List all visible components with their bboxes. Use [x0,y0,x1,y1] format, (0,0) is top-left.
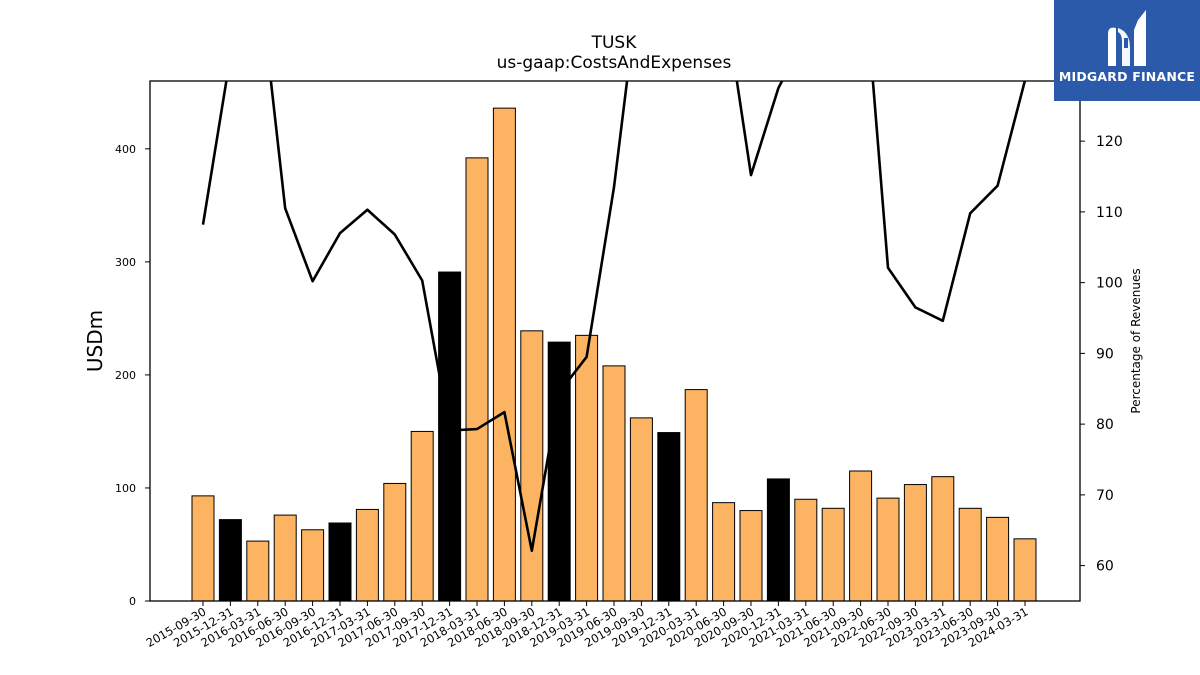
chart-title: TUSK [591,33,638,53]
bar [821,507,845,602]
y2-tick-label: 60 [1096,559,1114,575]
bar [355,508,379,602]
bar [794,498,818,602]
bar [602,365,626,602]
bar [328,522,352,602]
brand-name: MIDGARD FINANCE [1058,69,1196,84]
bar [657,432,681,602]
y2-tick-label: 100 [1096,276,1123,292]
bar [492,107,516,602]
bar [931,476,955,602]
bar [465,157,489,602]
bar [903,484,927,602]
midgard-finance-logo: MIDGARD FINANCE [1054,0,1200,101]
line-layer [201,81,1027,553]
percentage-line [201,81,1027,553]
bar [712,502,736,602]
bar [246,540,270,602]
bar [410,430,434,602]
bar [739,510,763,602]
bar [273,514,297,602]
bar [218,519,242,602]
bar [766,478,790,602]
bars-layer [191,107,1037,602]
y2-axis-label: Percentage of Revenues [1129,268,1143,413]
y-tick-label: 400 [115,143,136,156]
bar [684,389,708,602]
y2-tick-label: 110 [1096,205,1123,221]
bar [191,495,215,602]
y2-tick-label: 70 [1096,488,1114,504]
plot-frame [149,80,1081,602]
chart-subtitle: us-gaap:CostsAndExpenses [497,53,732,73]
y-axis-label: USDm [83,310,107,372]
bar [575,334,599,602]
bar [876,497,900,602]
y-tick-label: 200 [115,369,136,382]
y-tick-label: 300 [115,256,136,269]
bar [383,482,407,602]
bar [986,516,1010,602]
midgard-m-logo-icon [1108,10,1146,67]
bar [520,330,544,602]
bar [438,271,462,602]
y2-tick-label: 80 [1096,417,1114,433]
bar [301,529,325,602]
y-tick-label: 0 [129,595,136,608]
y-tick-label: 100 [115,482,136,495]
bar [958,507,982,602]
bar [629,417,653,602]
bar [1013,538,1037,602]
bar [849,470,873,602]
y2-tick-label: 90 [1096,346,1114,362]
y2-tick-label: 120 [1096,134,1123,150]
